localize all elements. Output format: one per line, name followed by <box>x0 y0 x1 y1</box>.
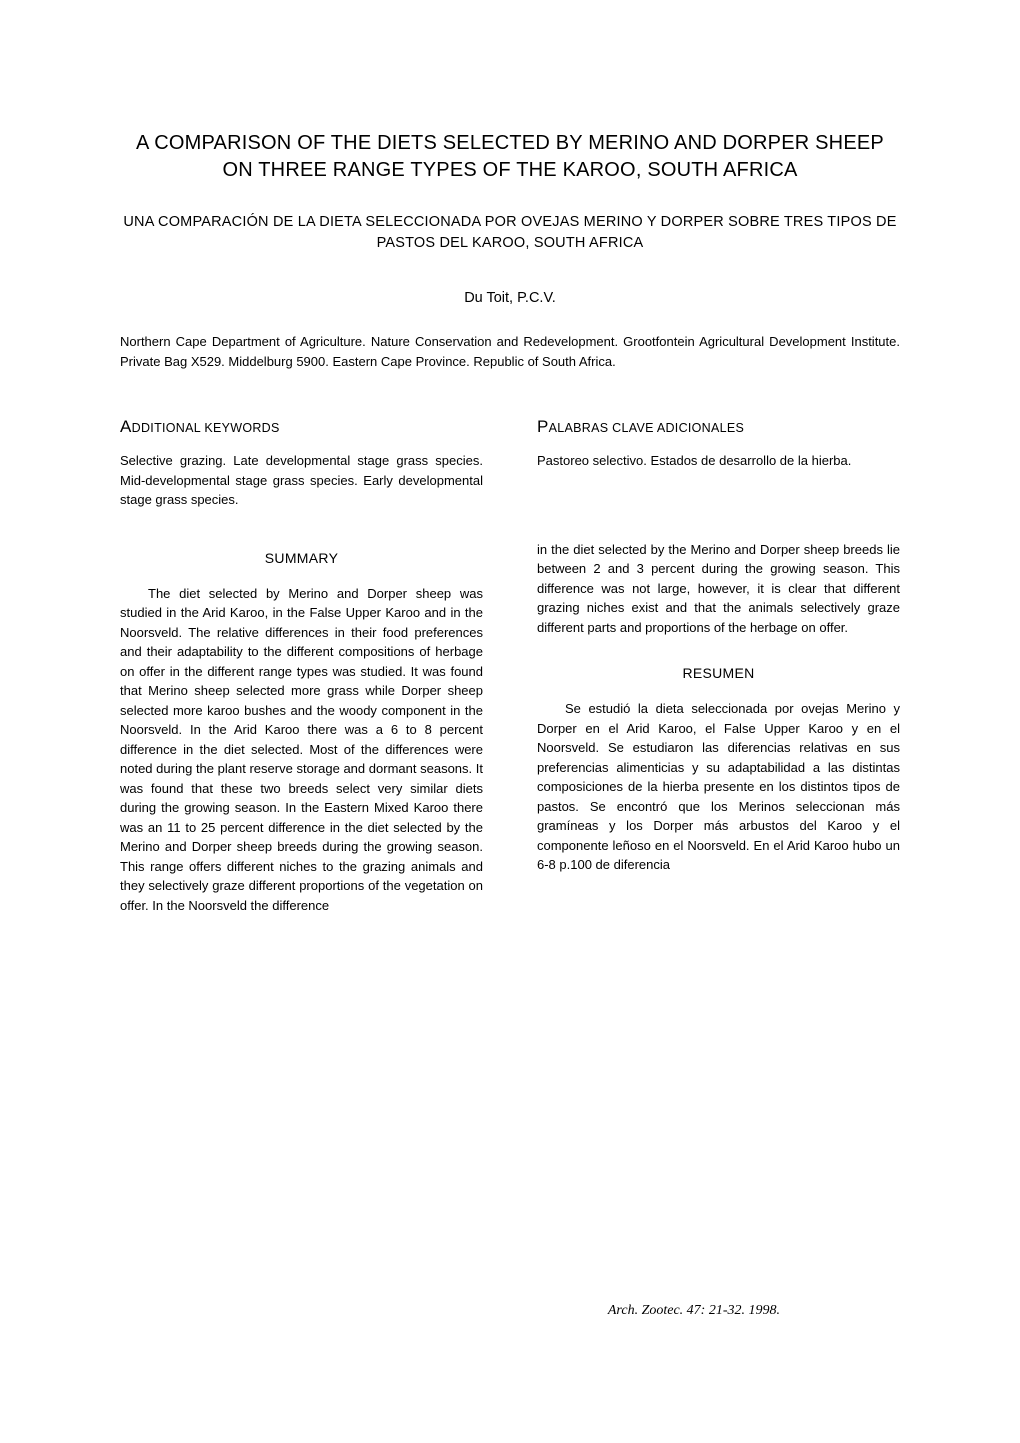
keywords-english-col: ADDITIONAL KEYWORDS Selective grazing. L… <box>120 417 483 510</box>
kw-heading-rest: ALABRAS CLAVE ADICIONALES <box>549 421 745 435</box>
paper-title: A COMPARISON OF THE DIETS SELECTED BY ME… <box>120 130 900 184</box>
keywords-english-text: Selective grazing. Late developmental st… <box>120 451 483 510</box>
right-column: in the diet selected by the Merino and D… <box>537 540 900 916</box>
left-column: SUMMARY The diet selected by Merino and … <box>120 540 483 916</box>
keywords-english-heading: ADDITIONAL KEYWORDS <box>120 417 483 437</box>
resumen-heading: RESUMEN <box>537 665 900 681</box>
body-two-column: SUMMARY The diet selected by Merino and … <box>120 540 900 916</box>
summary-heading: SUMMARY <box>120 550 483 566</box>
paper-subtitle: UNA COMPARACIÓN DE LA DIETA SELECCIONADA… <box>120 212 900 254</box>
keywords-spanish-col: PALABRAS CLAVE ADICIONALES Pastoreo sele… <box>537 417 900 510</box>
summary-right-text: in the diet selected by the Merino and D… <box>537 540 900 638</box>
page-footer-citation: Arch. Zootec. 47: 21-32. 1998. <box>608 1303 780 1319</box>
affiliation-text: Northern Cape Department of Agriculture.… <box>120 332 900 371</box>
summary-left-text: The diet selected by Merino and Dorper s… <box>120 584 483 916</box>
kw-heading-rest: DDITIONAL KEYWORDS <box>132 421 280 435</box>
keywords-row: ADDITIONAL KEYWORDS Selective grazing. L… <box>120 417 900 510</box>
resumen-text: Se estudió la dieta seleccionada por ove… <box>537 699 900 875</box>
kw-heading-first-letter: A <box>120 417 132 436</box>
keywords-spanish-text: Pastoreo selectivo. Estados de desarroll… <box>537 451 900 471</box>
kw-heading-first-letter: P <box>537 417 549 436</box>
author-name: Du Toit, P.C.V. <box>120 290 900 306</box>
keywords-spanish-heading: PALABRAS CLAVE ADICIONALES <box>537 417 900 437</box>
